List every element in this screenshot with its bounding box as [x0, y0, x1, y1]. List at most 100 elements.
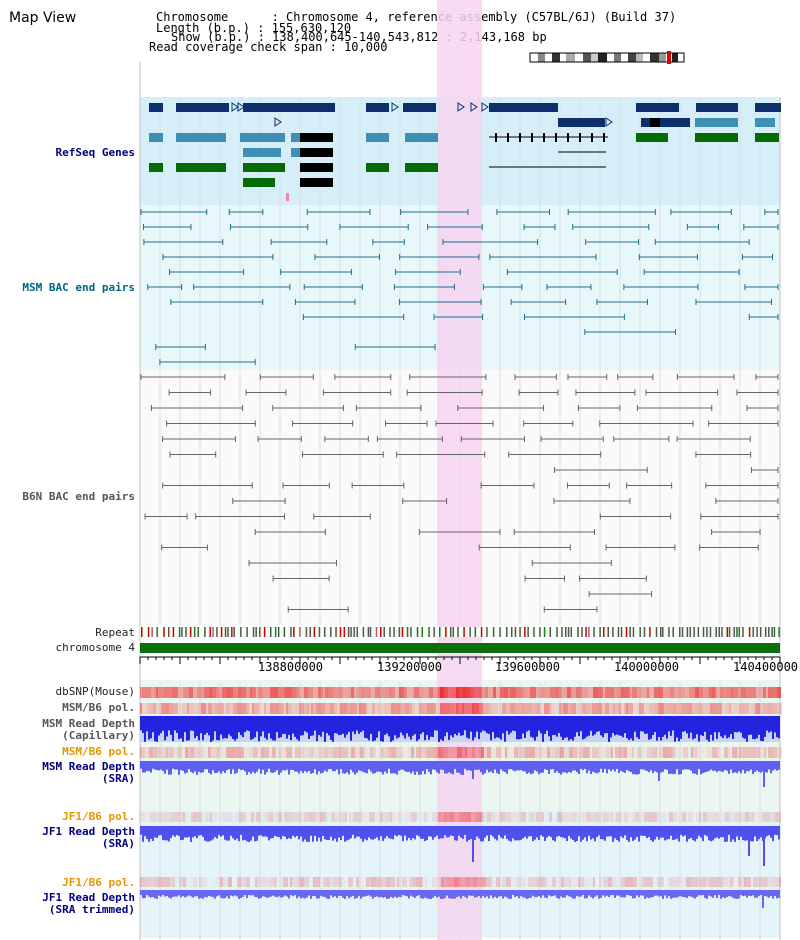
jf1-depth-trim-bar: [680, 890, 682, 897]
jf1-depth-trim-bar: [188, 890, 190, 896]
jf1-depth-bar: [536, 826, 538, 838]
jf1-b6-pol-trim-cell: [621, 877, 625, 887]
jf1-depth-bar: [678, 826, 680, 842]
msm-depth-sra-bar: [212, 761, 214, 771]
msm-depth-sra-bar: [704, 761, 706, 773]
msm-depth-sra-bar: [286, 761, 288, 770]
msm-b6-pol-cell: [415, 703, 419, 714]
msm-depth-sra-bar: [444, 761, 446, 774]
msm-depth-sra-bar: [586, 761, 588, 774]
jf1-b6-pol-trim-cell: [246, 877, 250, 887]
dbsnp-cell: [290, 687, 292, 698]
track-label-msm-b6-pol[interactable]: MSM/B6 pol.: [62, 701, 135, 714]
msm-b6-pol-cell: [156, 703, 161, 714]
repeat-element: [290, 627, 292, 637]
track-label-dbsnp[interactable]: dbSNP(Mouse): [55, 685, 135, 698]
jf1-b6-pol-cell: [392, 812, 395, 822]
dbsnp-cell: [485, 687, 488, 698]
repeat-element: [445, 627, 447, 637]
msm-b6-pol-cell: [377, 703, 380, 714]
jf1-depth-trim-bar: [764, 890, 766, 896]
jf1-b6-pol-trim-cell: [637, 877, 641, 887]
dbsnp-cell: [209, 687, 212, 698]
jf1-depth-trim-bar: [398, 890, 400, 897]
msm-b6-pol-sra-cell: [319, 747, 324, 758]
jf1-b6-pol-trim-cell: [641, 877, 644, 887]
track-label-msm-bac[interactable]: MSM BAC end pairs: [22, 281, 135, 294]
msm-b6-pol-cell: [292, 703, 295, 714]
track-label-jf1-b6-pol-trim[interactable]: JF1/B6 pol.: [62, 876, 135, 889]
msm-b6-pol-sra-cell: [286, 747, 290, 758]
msm-b6-pol-cell: [146, 703, 148, 714]
jf1-depth-bar: [596, 826, 598, 838]
jf1-depth-trim-bar: [208, 890, 210, 896]
msm-b6-pol-cell: [440, 703, 445, 714]
jf1-b6-pol-cell: [632, 812, 635, 822]
dbsnp-cell: [768, 687, 772, 698]
jf1-b6-pol-cell: [188, 812, 191, 822]
repeat-element: [659, 627, 662, 637]
msm-depth-sra-bar: [486, 761, 488, 770]
jf1-b6-pol-cell: [693, 812, 696, 822]
jf1-depth-bar: [618, 826, 620, 842]
msm-b6-pol-cell: [621, 703, 624, 714]
repeat-element: [309, 627, 311, 637]
jf1-b6-pol-trim-cell: [356, 877, 359, 887]
track-label-msm-depth-sra[interactable]: MSM Read Depth: [42, 760, 135, 773]
track-label-msm-b6-pol-sra[interactable]: MSM/B6 pol.: [62, 745, 135, 758]
track-label-jf1-b6-pol[interactable]: JF1/B6 pol.: [62, 810, 135, 823]
jf1-depth-trim-bar: [232, 890, 234, 897]
jf1-depth-bar: [142, 826, 144, 842]
dbsnp-cell: [614, 687, 617, 698]
jf1-depth-bar: [442, 826, 444, 839]
jf1-b6-pol-cell: [566, 812, 571, 822]
jf1-depth-bar: [188, 826, 190, 838]
repeat-element: [389, 627, 391, 637]
repeat-element: [499, 627, 501, 637]
gene-exon: [519, 133, 521, 142]
msm-b6-pol-sra-cell: [462, 747, 465, 758]
track-label-refseq-genes[interactable]: RefSeq Genes: [55, 146, 135, 159]
dbsnp-cell: [266, 687, 270, 698]
jf1-b6-pol-cell: [701, 812, 703, 822]
dbsnp-cell: [500, 687, 504, 698]
msm-depth-capillary-bar: [730, 716, 732, 734]
msm-b6-pol-sra-cell: [177, 747, 182, 758]
jf1-depth-trim-bar: [350, 890, 352, 897]
jf1-b6-pol-cell: [657, 812, 661, 822]
jf1-depth-bar: [472, 826, 474, 862]
msm-depth-capillary-bar: [638, 716, 640, 739]
msm-depth-capillary-bar: [238, 716, 240, 733]
jf1-depth-trim-bar: [248, 890, 250, 896]
jf1-depth-bar: [428, 826, 430, 837]
msm-b6-pol-sra-cell: [199, 747, 204, 758]
dbsnp-cell: [227, 687, 230, 698]
gene-feature: [240, 133, 285, 142]
jf1-depth-trim-bar: [590, 890, 592, 897]
track-label-jf1-depth[interactable]: JF1 Read Depth: [42, 825, 135, 838]
track-label-jf1-depth-trim[interactable]: JF1 Read Depth: [42, 891, 135, 904]
track-label-repeat[interactable]: Repeat: [95, 626, 135, 639]
jf1-b6-pol-cell: [171, 812, 176, 822]
msm-depth-sra-bar: [182, 761, 184, 771]
msm-depth-sra-bar: [162, 761, 164, 772]
track-label-msm-depth-capillary[interactable]: MSM Read Depth: [42, 717, 135, 730]
msm-depth-capillary-bar: [290, 716, 292, 741]
jf1-b6-pol-trim-cell: [679, 877, 681, 887]
ideogram-band: [566, 53, 575, 62]
repeat-element: [565, 627, 567, 637]
track-label-b6n-bac[interactable]: B6N BAC end pairs: [22, 490, 135, 503]
jf1-depth-bar: [266, 826, 268, 837]
jf1-depth-bar: [248, 826, 250, 842]
msm-b6-pol-cell: [313, 703, 316, 714]
msm-b6-pol-cell: [254, 703, 259, 714]
msm-depth-sra-bar: [592, 761, 594, 772]
msm-depth-sra-bar: [700, 761, 702, 775]
msm-depth-sra-bar: [774, 761, 776, 770]
msm-b6-pol-sra-cell: [777, 747, 782, 758]
jf1-depth-trim-bar: [316, 890, 318, 899]
dbsnp-cell: [562, 687, 564, 698]
msm-b6-pol-cell: [274, 703, 279, 714]
msm-depth-capillary-bar: [206, 716, 208, 733]
